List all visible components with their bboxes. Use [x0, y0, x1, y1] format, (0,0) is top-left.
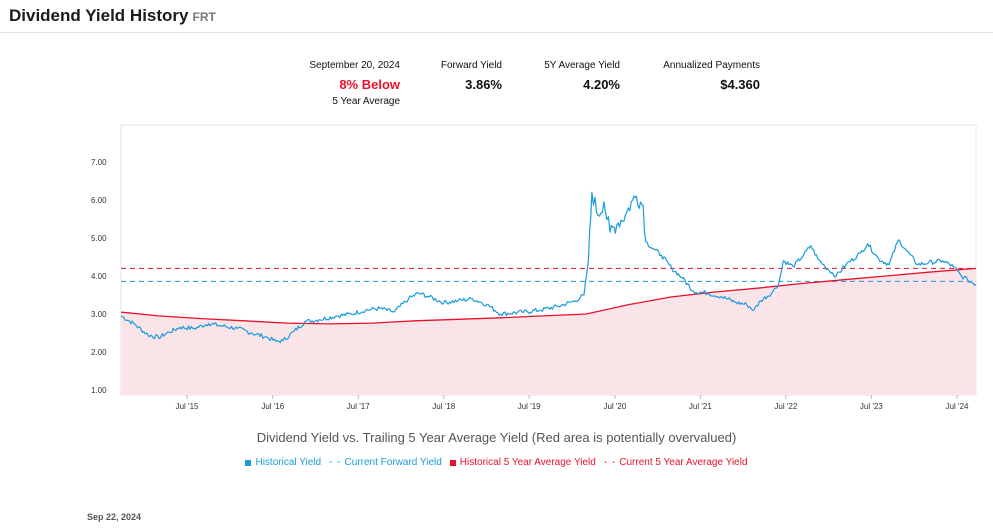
y-tick-label: 6.00	[91, 196, 107, 205]
stat-forward-label: Forward Yield	[440, 60, 502, 71]
y-tick-label: 4.00	[91, 272, 107, 281]
legend-square-icon	[449, 459, 456, 466]
x-tick-label: Jul '16	[261, 402, 284, 411]
stat-5y-average: 5Y Average Yield 4.20%	[510, 60, 620, 92]
y-tick-label: 3.00	[91, 310, 107, 319]
stat-comparison-value: 8% Below	[339, 77, 400, 92]
x-tick-label: Jul '19	[518, 402, 541, 411]
y-tick-label: 5.00	[91, 234, 107, 243]
x-axis: Jul '15 Jul '16 Jul '17 Jul '18 Jul '19 Jul '…	[176, 395, 969, 411]
series-lines	[120, 191, 977, 344]
x-tick-label: Jul '17	[347, 402, 370, 411]
page-title: Dividend Yield History	[9, 6, 189, 25]
chart-title: Dividend Yield vs. Trailing 5 Year Avera…	[256, 430, 737, 445]
x-tick-label: Jul '15	[176, 402, 199, 411]
legend-label: Current 5 Year Average Yield	[619, 457, 748, 468]
legend-item-historical-5y-average[interactable]: Historical 5 Year Average Yield	[449, 457, 596, 468]
legend-label: Historical 5 Year Average Yield	[459, 457, 596, 468]
legend-dash-icon: - -	[329, 457, 342, 468]
x-tick-label: Jul '18	[432, 402, 455, 411]
legend-item-historical-yield[interactable]: Historical Yield	[245, 457, 321, 468]
series-line-historical-yield	[120, 191, 977, 344]
y-tick-label: 1.00	[91, 386, 107, 395]
legend-dash-icon: - -	[603, 457, 617, 468]
stat-date: September 20, 2024 8% Below 5 Year Avera…	[270, 60, 400, 107]
stat-annualized-payments: Annualized Payments $4.360	[630, 60, 760, 92]
footer-date: Sep 22, 2024	[87, 512, 142, 522]
x-tick-label: Jul '24	[946, 402, 969, 411]
legend-label: Historical Yield	[255, 457, 322, 468]
stat-comparison-sub: 5 Year Average	[332, 96, 400, 107]
ticker-symbol: FRT	[192, 10, 216, 24]
legend-item-current-5y-average[interactable]: - - Current 5 Year Average Yield	[604, 457, 748, 468]
stat-forward-value: 3.86%	[465, 77, 502, 92]
legend-square-icon	[245, 459, 252, 466]
x-tick-label: Jul '21	[689, 402, 712, 411]
header-divider	[0, 32, 993, 33]
stat-forward-yield: Forward Yield 3.86%	[410, 60, 502, 92]
x-tick-label: Jul '23	[860, 402, 883, 411]
stat-avg5-value: 4.20%	[583, 77, 620, 92]
x-tick-label: Jul '20	[603, 402, 626, 411]
y-axis: 1.00 2.00 3.00 4.00 5.00 6.00 7.00	[91, 158, 107, 395]
chart-legend: Historical Yield - - Current Forward Yie…	[0, 457, 993, 468]
legend-item-current-forward-yield[interactable]: - - Current Forward Yield	[329, 457, 442, 468]
series-line-5y-average	[120, 267, 977, 325]
stat-date-label: September 20, 2024	[309, 60, 400, 71]
y-tick-label: 7.00	[91, 158, 107, 167]
legend-label: Current Forward Yield	[344, 457, 442, 468]
x-tick-label: Jul '22	[774, 402, 797, 411]
stat-avg5-label: 5Y Average Yield	[544, 60, 620, 71]
y-tick-label: 2.00	[91, 348, 107, 357]
page-header: Dividend Yield History FRT	[9, 6, 216, 32]
stat-annual-value: $4.360	[720, 77, 760, 92]
stat-annual-label: Annualized Payments	[663, 60, 760, 71]
yield-chart[interactable]: 1.002.003.004.005.006.007.00 Jul '15 Jul …	[0, 110, 993, 420]
